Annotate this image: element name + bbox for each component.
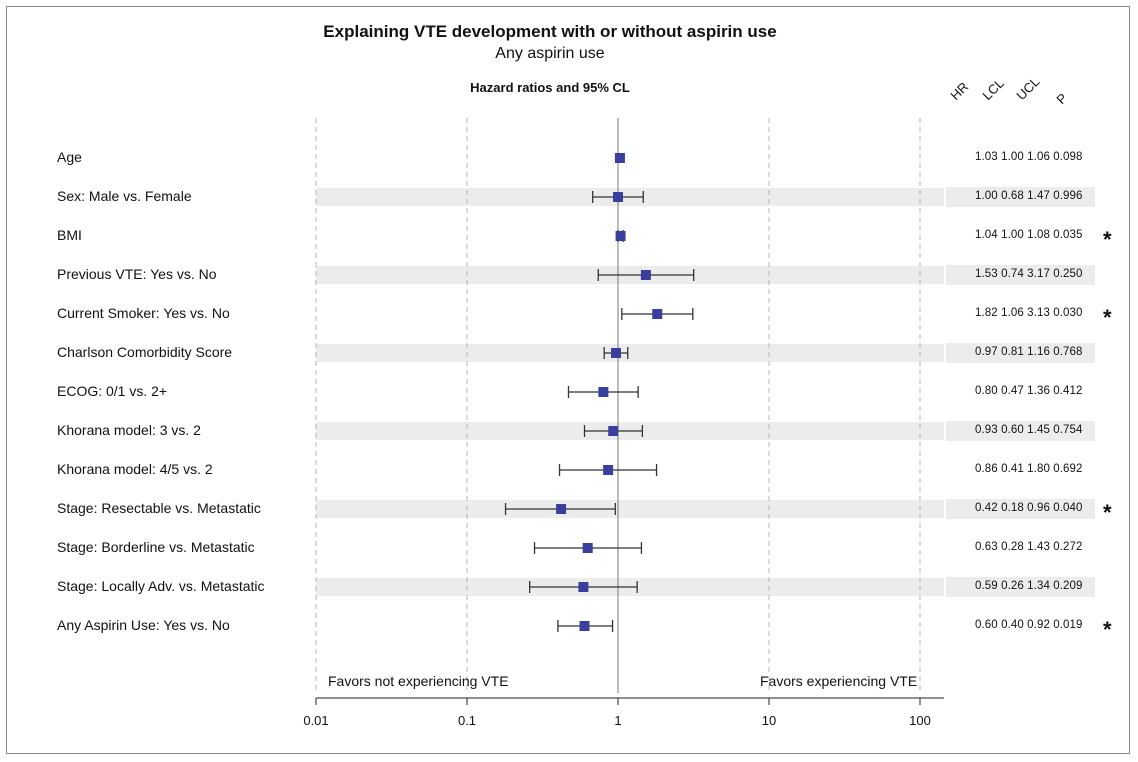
- hr-marker: [579, 621, 590, 631]
- row-label: BMI: [57, 227, 82, 243]
- row-label: Sex: Male vs. Female: [57, 188, 192, 204]
- hr-marker: [556, 504, 567, 514]
- row-stats: 0.86 0.41 1.80 0.692: [975, 463, 1083, 475]
- hr-marker: [615, 231, 626, 241]
- row-label: Stage: Borderline vs. Metastatic: [57, 539, 255, 555]
- row-stats: 0.42 0.18 0.96 0.040: [975, 502, 1083, 514]
- hr-marker: [578, 582, 589, 592]
- row-band: [316, 344, 944, 362]
- x-tick-label: 0.01: [303, 713, 329, 728]
- hr-marker: [613, 192, 623, 202]
- hr-marker: [611, 348, 622, 358]
- hr-marker: [608, 426, 619, 436]
- stats-band: [946, 577, 1095, 597]
- favor-left-label: Favors not experiencing VTE: [328, 673, 509, 689]
- chart-subtitle: Any aspirin use: [495, 45, 605, 62]
- stats-band: [946, 343, 1095, 363]
- stats-band: [946, 421, 1095, 441]
- row-stats: 1.00 0.68 1.47 0.996: [975, 190, 1083, 202]
- row-stats: 1.53 0.74 3.17 0.250: [975, 268, 1083, 280]
- hr-marker: [640, 270, 651, 280]
- row-stats: 0.63 0.28 1.43 0.272: [975, 541, 1083, 553]
- significance-star: *: [1103, 227, 1112, 252]
- row-stats: 1.04 1.00 1.08 0.035: [975, 229, 1083, 241]
- figure-frame: [6, 6, 1130, 754]
- x-tick-label: 1: [614, 713, 622, 728]
- significance-star: *: [1103, 617, 1112, 642]
- chart-title: Explaining VTE development with or witho…: [323, 22, 777, 41]
- row-label: Khorana model: 4/5 vs. 2: [57, 461, 213, 477]
- row-band: [316, 500, 944, 518]
- stats-band: [946, 187, 1095, 207]
- row-stats: 0.59 0.26 1.34 0.209: [975, 580, 1083, 592]
- row-stats: 1.82 1.06 3.13 0.030: [975, 307, 1083, 319]
- hr-marker: [598, 387, 609, 397]
- row-stats: 0.97 0.81 1.16 0.768: [975, 346, 1083, 358]
- significance-star: *: [1103, 305, 1112, 330]
- stats-band: [946, 265, 1095, 285]
- row-label: Previous VTE: Yes vs. No: [57, 266, 217, 282]
- hr-marker: [582, 543, 593, 553]
- hr-marker: [614, 153, 625, 163]
- hr-marker: [652, 309, 663, 319]
- x-tick-label: 0.1: [457, 713, 477, 728]
- row-stats: 0.80 0.47 1.36 0.412: [975, 385, 1083, 397]
- hr-marker: [603, 465, 614, 475]
- row-label: ECOG: 0/1 vs. 2+: [57, 383, 168, 399]
- row-label: Age: [57, 149, 82, 165]
- row-label: Any Aspirin Use: Yes vs. No: [57, 617, 230, 633]
- row-stats: 0.93 0.60 1.45 0.754: [975, 424, 1083, 436]
- panel-title: Hazard ratios and 95% CL: [470, 80, 630, 95]
- stats-band: [946, 499, 1095, 519]
- row-stats: 1.03 1.00 1.06 0.098: [975, 151, 1083, 163]
- favor-right-label: Favors experiencing VTE: [760, 673, 918, 689]
- row-stats: 0.60 0.40 0.92 0.019: [975, 619, 1083, 631]
- x-tick-label: 100: [909, 713, 931, 728]
- row-label: Khorana model: 3 vs. 2: [57, 422, 201, 438]
- x-tick-label: 10: [761, 713, 777, 728]
- significance-star: *: [1103, 500, 1112, 525]
- row-label: Stage: Locally Adv. vs. Metastatic: [57, 578, 265, 594]
- row-label: Stage: Resectable vs. Metastatic: [57, 500, 261, 516]
- row-label: Charlson Comorbidity Score: [57, 344, 233, 360]
- row-label: Current Smoker: Yes vs. No: [57, 305, 230, 321]
